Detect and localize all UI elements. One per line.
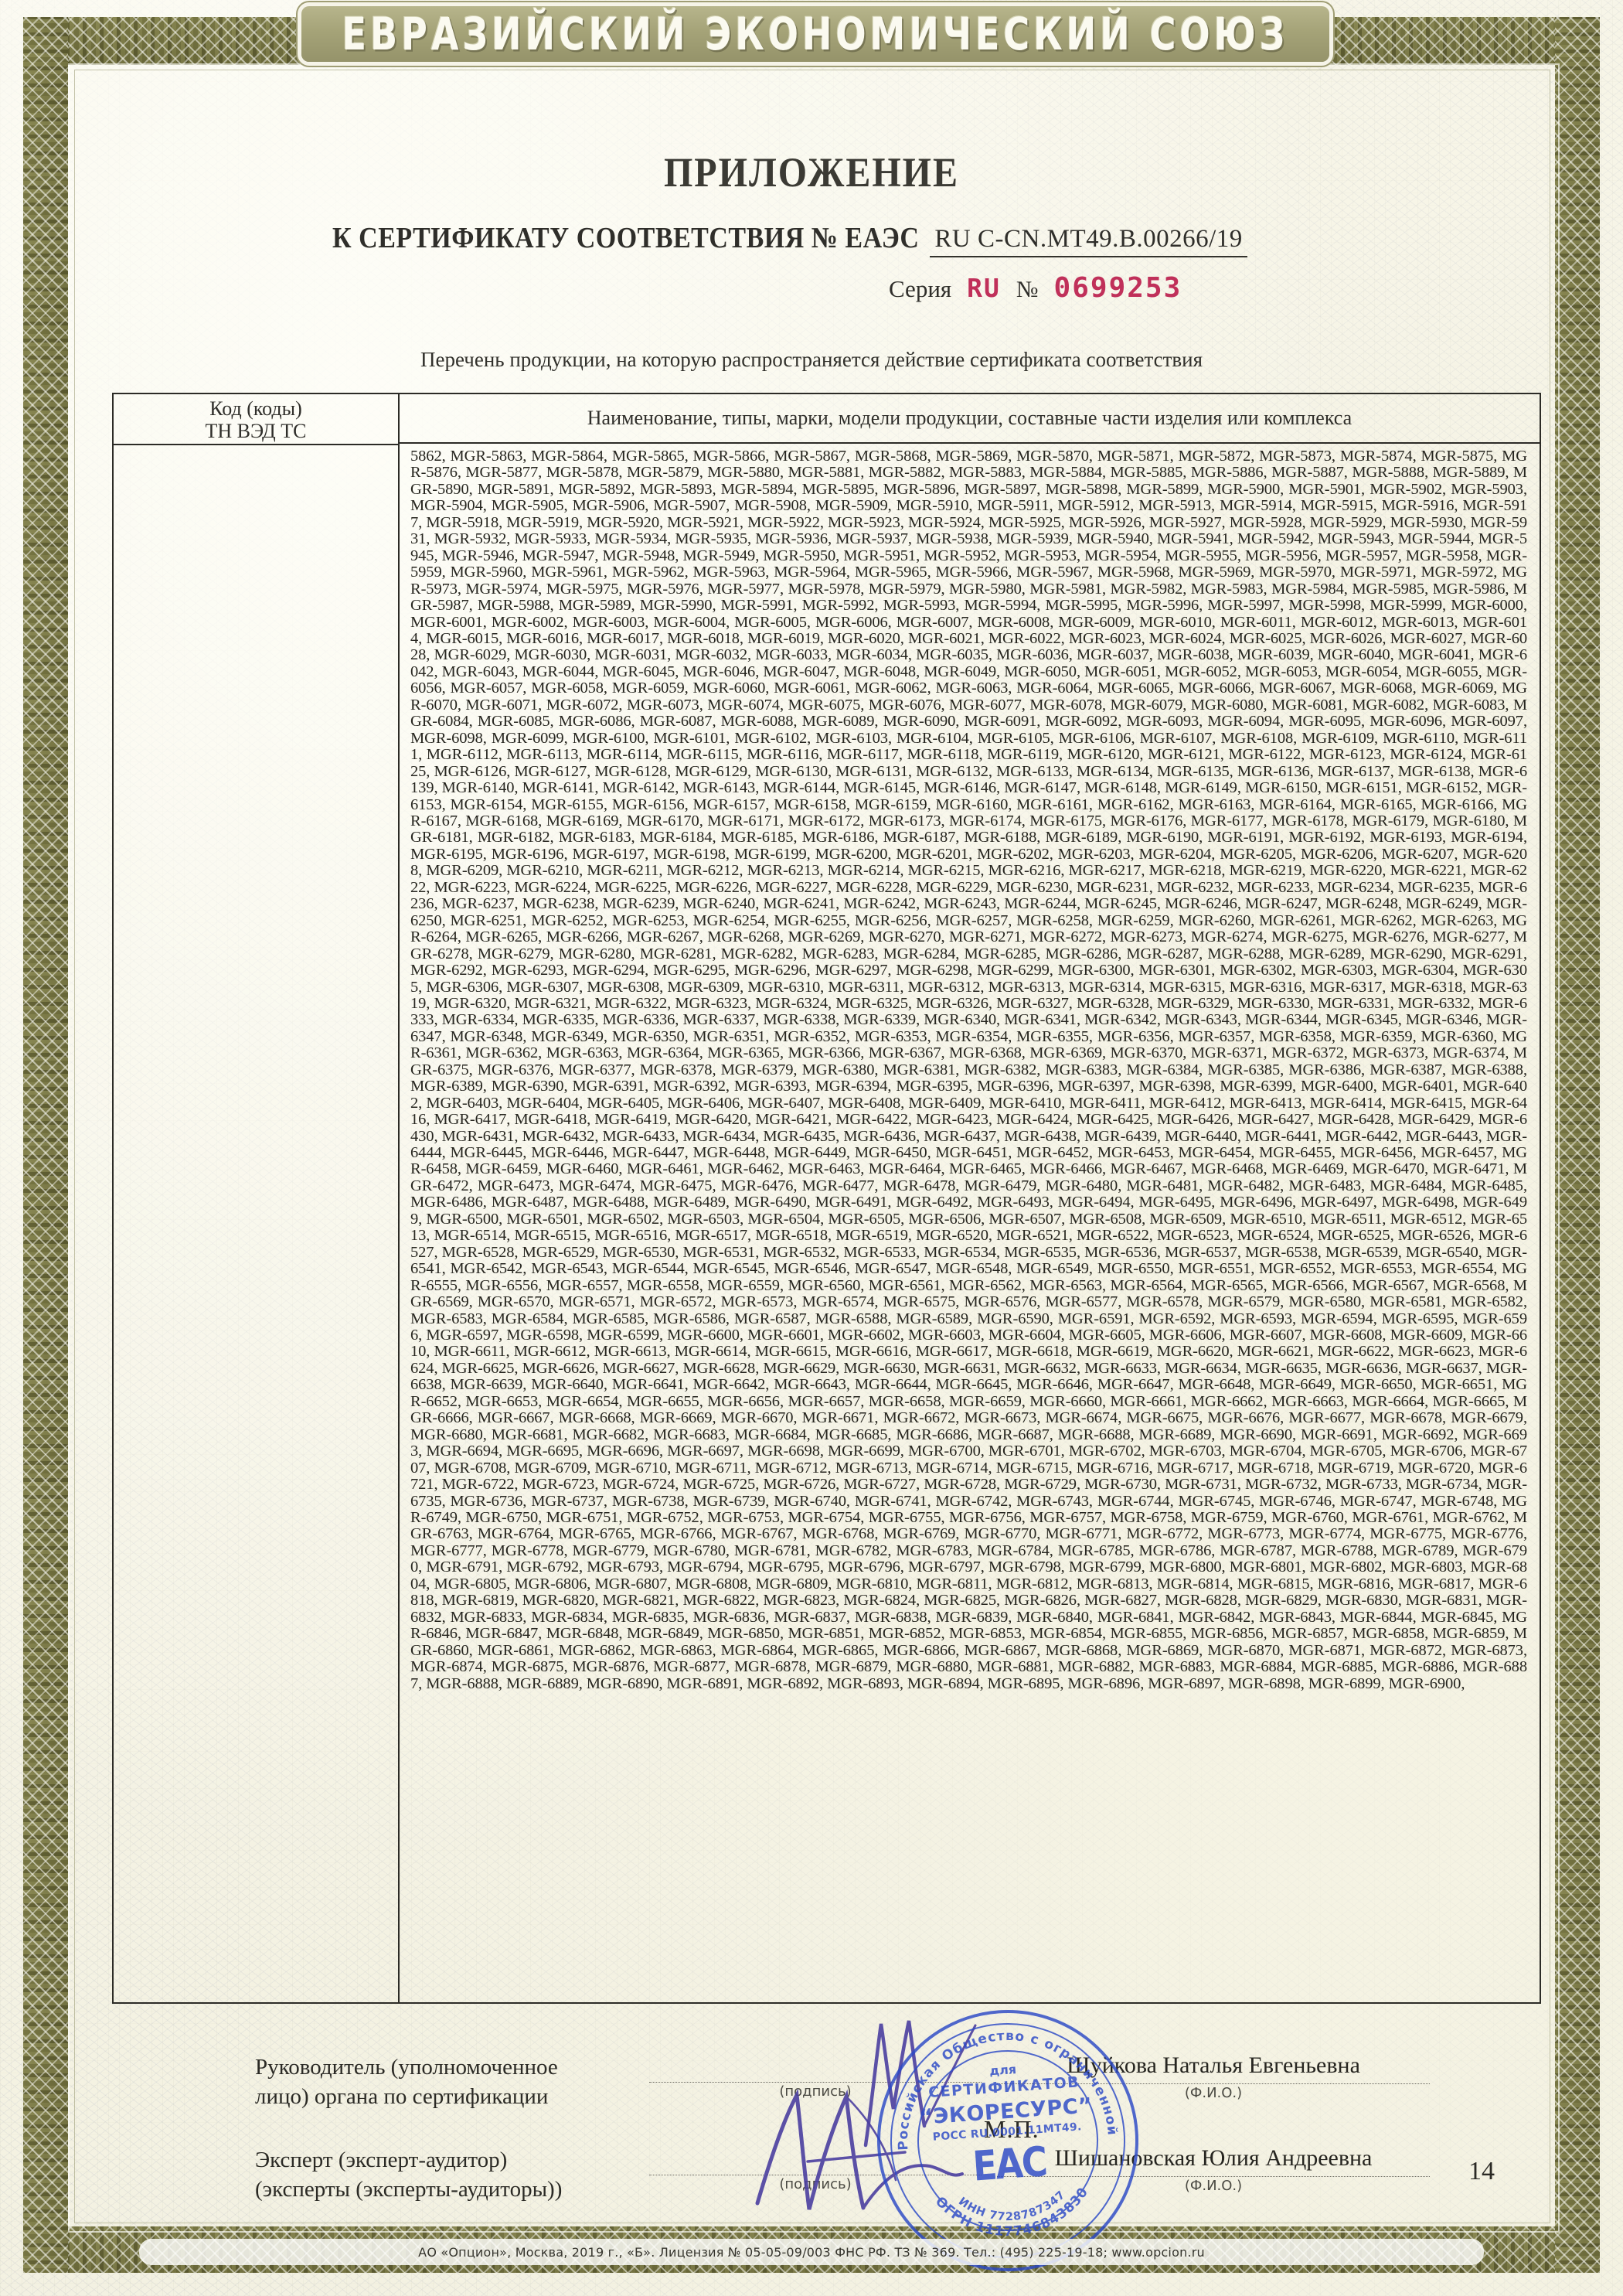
eac-conformity-mark: ЕAC [971,2137,1048,2191]
stamp-organization-name: “ЭКОРЕСУРС” [918,2093,1094,2130]
name-rule-1 [997,2083,1430,2084]
certificate-reference-line: К СЕРТИФИКАТУ СООТВЕТСТВИЯ № ЕАЭС RU C-C… [332,222,1538,257]
product-list-caption: Перечень продукции, на которую распростр… [420,348,1203,371]
signature-role-label-1: Руководитель (уполномоченное лицо) орган… [255,2052,641,2112]
certificate-number-value: RU C-CN.MT49.B.00266/19 [930,225,1247,257]
border-hairline [74,70,1550,2223]
printer-imprint-strip: АО «Опцион», Москва, 2019 г., «Б». Лицен… [139,2239,1484,2265]
signature-role-label-2-line2: (эксперты (эксперты-аудиторы)) [255,2177,563,2202]
name-rule-2 [997,2176,1430,2177]
stamp-line-dlya: для [988,2062,1017,2079]
table-column-product-names: Наименование, типы, марки, модели продук… [400,394,1540,2002]
certificate-reference-label: К СЕРТИФИКАТУ СООТВЕТСТВИЯ № ЕАЭС [332,222,920,255]
page-title: ПРИЛОЖЕНИЕ [663,149,960,196]
signature-role-label-1-line1: Руководитель (уполномоченное [255,2055,558,2080]
certification-body-stamp: Российская Общество с ограниченной ОГРН … [868,2001,1148,2281]
name-caption-1: (Ф.И.О.) [1184,2085,1243,2101]
blank-form-number: 0699253 [1053,272,1182,304]
signature-rule-1 [649,2082,982,2083]
eaeu-banner: ЕВРАЗИЙСКИЙ ЭКОНОМИЧЕСКИЙ СОЮЗ [301,6,1329,62]
name-caption-2: (Ф.И.О.) [1184,2178,1243,2194]
column-header-product-names: Наименование, типы, марки, модели продук… [400,394,1540,444]
signature-role-label-1-line2: лицо) органа по сертификации [255,2084,549,2110]
table-column-tnved-code: Код (коды) ТН ВЭД ТС [114,394,400,2002]
number-sign: № [1016,277,1039,302]
series-value: RU [967,273,1001,303]
printer-imprint-text: АО «Опцион», Москва, 2019 г., «Б». Лицен… [418,2244,1205,2260]
stamp-ross-accreditation: РОСС RU.0001.11МТ49. [932,2121,1083,2144]
column-header-tnved: Код (коды) ТН ВЭД ТС [114,394,398,445]
product-table: Код (коды) ТН ВЭД ТС Наименование, типы,… [112,393,1541,2004]
product-model-list: 5862, MGR-5863, MGR-5864, MGR-5865, MGR-… [410,448,1527,1692]
stamp-line-certificates: СЕРТИФИКАТОВ [927,2073,1080,2101]
border-keyline [68,63,1560,2233]
signature-role-label-2-line1: Эксперт (эксперт-аудитор) [255,2148,508,2172]
tnved-code-cell [114,445,398,2002]
border-ornament-left [23,17,68,2273]
stamp-center-block: для СЕРТИФИКАТОВ “ЭКОРЕСУРС” РОСС RU.000… [911,2044,1104,2237]
signature-role-label-2: Эксперт (эксперт-аудитор) (эксперты (экс… [255,2145,641,2205]
series-label: Серия [889,275,952,302]
border-ornament-right [1555,17,1600,2273]
signature-row-head-of-body: Руководитель (уполномоченное лицо) орган… [255,2052,1430,2112]
column-header-tnved-line2: ТН ВЭД ТС [205,420,307,442]
series-number-line: Серия RU № 0699253 [889,272,1182,304]
eaeu-banner-label: ЕВРАЗИЙСКИЙ ЭКОНОМИЧЕСКИЙ СОЮЗ [342,7,1289,61]
page-number: 14 [1468,2157,1495,2185]
stamp-arc-text: Российская Общество с ограниченной ОГРН … [888,2021,1120,2245]
column-header-tnved-line1: Код (коды) [209,397,302,420]
